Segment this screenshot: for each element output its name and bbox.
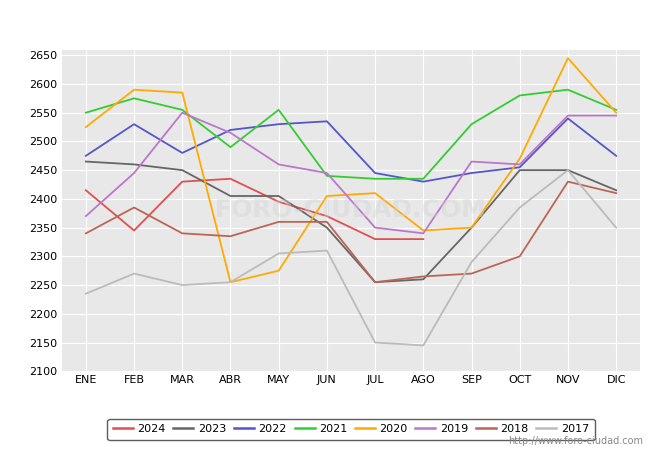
Legend: 2024, 2023, 2022, 2021, 2020, 2019, 2018, 2017: 2024, 2023, 2022, 2021, 2020, 2019, 2018… bbox=[107, 418, 595, 440]
Text: http://www.foro-ciudad.com: http://www.foro-ciudad.com bbox=[508, 436, 644, 446]
Text: Afiliados en La Algaba a 31/8/2024: Afiliados en La Algaba a 31/8/2024 bbox=[181, 14, 469, 33]
Text: FORO-CIUDAD.COM: FORO-CIUDAD.COM bbox=[215, 198, 487, 222]
